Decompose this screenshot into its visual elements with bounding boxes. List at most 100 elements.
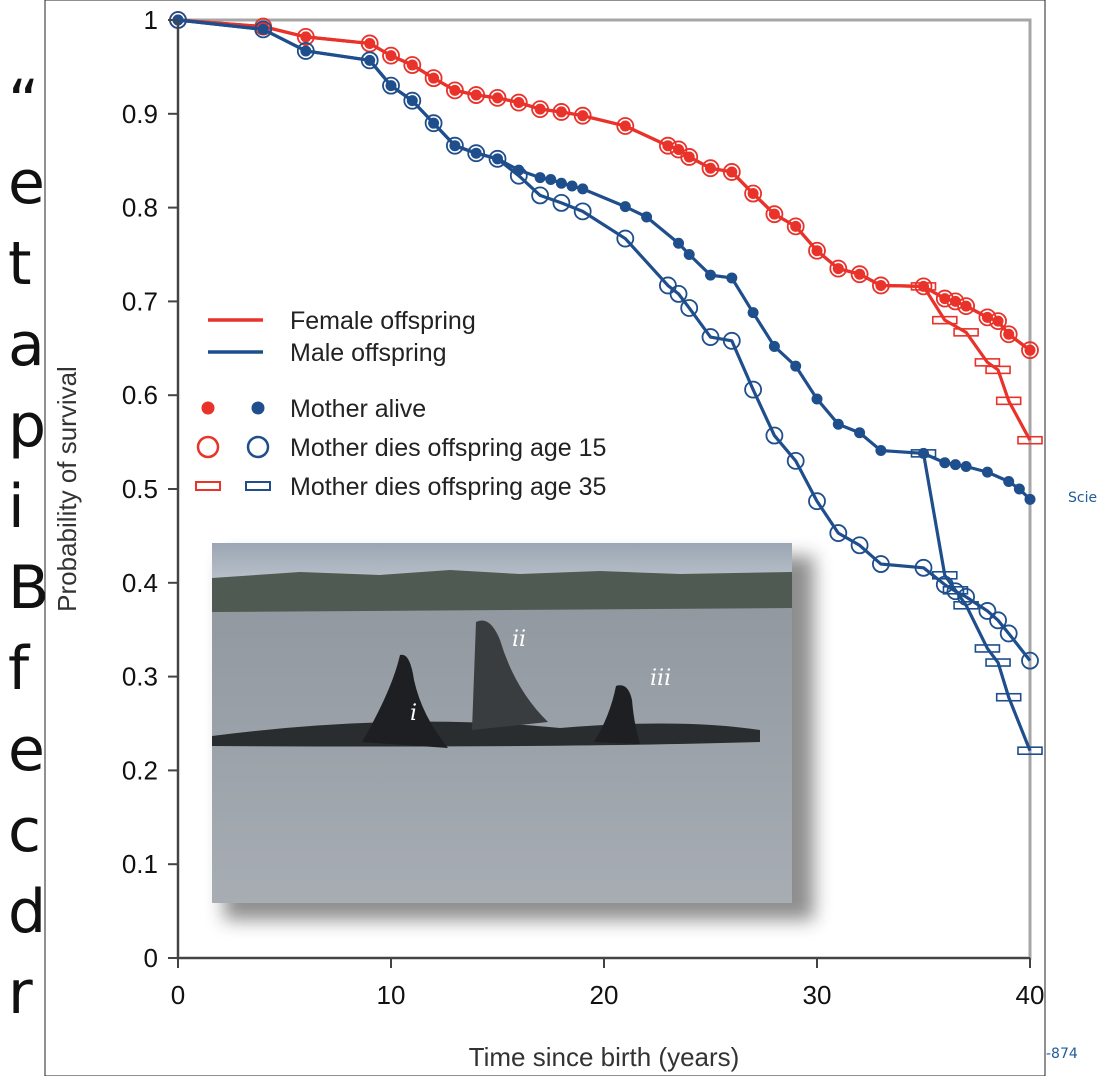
y-tick-label: 0.3 [122, 662, 158, 692]
legend-dot-icon [251, 401, 265, 415]
male-dot-point [854, 427, 866, 439]
y-tick-label: 0 [144, 943, 158, 973]
male-ring-point [978, 602, 997, 620]
x-tick-label: 0 [171, 980, 185, 1010]
male-dot-point [545, 173, 557, 185]
y-tick-label: 0.4 [122, 568, 158, 598]
legend: Female offspring Male offspring Mother ali… [195, 307, 606, 501]
female-bar-series [910, 282, 1043, 445]
background-letter: e [8, 148, 45, 218]
female-ring-point [467, 86, 486, 104]
male-ring-point [722, 331, 741, 350]
male-ring-point [744, 380, 762, 399]
male-ring-point [296, 42, 315, 60]
male-bar-series [910, 449, 1043, 756]
background-letter: d [8, 877, 47, 947]
female-ring-point [722, 163, 741, 181]
female-ring-point [957, 297, 975, 315]
male-ring-point [914, 558, 933, 577]
male-ring-point [616, 229, 635, 248]
female-ring-point [978, 308, 997, 327]
y-tick-label: 0.8 [122, 193, 158, 223]
female-ring-point [989, 312, 1007, 330]
female-bar-point [953, 328, 979, 337]
side-note-bottom: -874 [1046, 1046, 1078, 1062]
female-ring-point [935, 289, 954, 308]
male-dot-point [641, 211, 653, 223]
female-ring-point [509, 93, 528, 112]
photo-shoreline [212, 570, 792, 612]
male-dot-point [683, 249, 695, 260]
male-dot-point [768, 340, 780, 352]
female-ring-point [701, 159, 720, 178]
background-letter: “ [8, 67, 40, 137]
female-ring-point [680, 148, 699, 166]
male-dot-point [939, 457, 951, 469]
male-dot-point [949, 459, 961, 471]
male-ring-point [467, 144, 486, 163]
background-letter: a [8, 310, 45, 380]
legend-bar-icon [245, 481, 271, 491]
legend-ring-icon [246, 435, 270, 459]
female-ring-point [850, 265, 869, 284]
y-tick-label: 0.6 [122, 380, 158, 410]
male-ring-point [509, 166, 528, 185]
male-ring-point [701, 328, 720, 346]
female-ring-point [946, 292, 965, 311]
male-ring-point [808, 492, 826, 511]
legend-label: Female offspring [290, 307, 476, 335]
background-letter: e [8, 715, 45, 785]
background-letter: B [8, 553, 50, 623]
male-ring-point [552, 194, 571, 212]
male-dot-point [534, 172, 546, 184]
background-letter: t [8, 229, 32, 299]
female-ring-point [786, 217, 805, 236]
y-tick-label: 1 [144, 5, 158, 35]
background-letter: r [8, 958, 33, 1028]
male-dot-point [1003, 475, 1015, 487]
male-bar-point [942, 586, 969, 595]
x-tick-label: 30 [803, 980, 832, 1010]
male-dot-point [619, 201, 631, 213]
male-dot-point [981, 466, 993, 478]
male-dot-point [832, 418, 844, 430]
male-dot-point [566, 180, 578, 192]
background-letter: i [8, 472, 25, 542]
male-ring-point [382, 76, 400, 95]
background-letter: c [8, 796, 41, 866]
male-bar-line [921, 453, 1032, 752]
female-bar-point [995, 396, 1022, 406]
legend-ring-icon [196, 435, 220, 459]
female-ring-point [552, 103, 571, 121]
male-ring-point [573, 202, 592, 221]
legend-label: Mother alive [290, 395, 426, 423]
male-ring-point [850, 536, 869, 555]
female-ring-point [999, 325, 1018, 344]
female-bar-point [910, 282, 937, 291]
female-ring-point [424, 69, 443, 88]
male-ring-point [424, 114, 443, 133]
male-bar-point [931, 570, 958, 580]
female-ring-point [445, 81, 464, 100]
male-dot-point [747, 307, 759, 319]
female-ring-point [1021, 341, 1039, 360]
male-ring-point [669, 284, 688, 303]
y-tick-label: 0.2 [122, 755, 158, 785]
male-ring-point [445, 136, 464, 155]
female-ring-point [573, 106, 592, 125]
female-ring-point [808, 241, 826, 260]
figure-border [44, 0, 1046, 1076]
photo-label: i [410, 701, 417, 726]
x-tick-label: 10 [377, 980, 406, 1010]
x-tick-label: 40 [1016, 980, 1045, 1010]
male-ring-point [1021, 651, 1039, 670]
photo-label: ii [512, 627, 526, 652]
male-dot-point [726, 272, 738, 284]
dorsal-fin-iii [594, 685, 640, 744]
male-ring-point [360, 51, 379, 70]
male-ring-point [680, 299, 699, 317]
female-ring-point [488, 88, 507, 107]
photo-label: iii [650, 666, 671, 691]
